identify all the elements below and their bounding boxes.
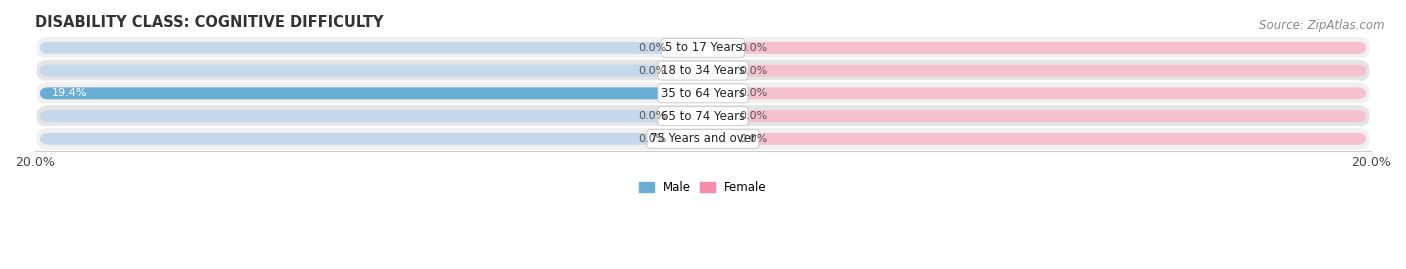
Text: 0.0%: 0.0% [740, 88, 768, 98]
Text: Source: ZipAtlas.com: Source: ZipAtlas.com [1260, 19, 1385, 32]
Legend: Male, Female: Male, Female [640, 181, 766, 194]
FancyBboxPatch shape [39, 65, 697, 76]
FancyBboxPatch shape [35, 81, 1371, 105]
FancyBboxPatch shape [35, 36, 1371, 60]
Text: 75 Years and over: 75 Years and over [650, 132, 756, 145]
FancyBboxPatch shape [39, 133, 697, 145]
Text: 0.0%: 0.0% [740, 111, 768, 121]
FancyBboxPatch shape [709, 133, 1367, 145]
Text: 0.0%: 0.0% [638, 66, 666, 76]
Text: DISABILITY CLASS: COGNITIVE DIFFICULTY: DISABILITY CLASS: COGNITIVE DIFFICULTY [35, 15, 384, 30]
Text: 5 to 17 Years: 5 to 17 Years [665, 41, 741, 54]
FancyBboxPatch shape [39, 87, 697, 99]
FancyBboxPatch shape [39, 87, 683, 99]
Text: 0.0%: 0.0% [740, 134, 768, 144]
FancyBboxPatch shape [39, 110, 697, 122]
FancyBboxPatch shape [35, 127, 1371, 151]
Text: 65 to 74 Years: 65 to 74 Years [661, 109, 745, 123]
Text: 19.4%: 19.4% [52, 88, 87, 98]
FancyBboxPatch shape [709, 42, 1367, 54]
Text: 0.0%: 0.0% [740, 66, 768, 76]
Text: 0.0%: 0.0% [638, 111, 666, 121]
Text: 0.0%: 0.0% [740, 43, 768, 53]
FancyBboxPatch shape [35, 59, 1371, 83]
FancyBboxPatch shape [709, 110, 1367, 122]
FancyBboxPatch shape [35, 104, 1371, 128]
FancyBboxPatch shape [709, 87, 1367, 99]
FancyBboxPatch shape [39, 42, 697, 54]
Text: 18 to 34 Years: 18 to 34 Years [661, 64, 745, 77]
FancyBboxPatch shape [709, 65, 1367, 76]
Text: 0.0%: 0.0% [638, 134, 666, 144]
Text: 35 to 64 Years: 35 to 64 Years [661, 87, 745, 100]
Text: 0.0%: 0.0% [638, 43, 666, 53]
